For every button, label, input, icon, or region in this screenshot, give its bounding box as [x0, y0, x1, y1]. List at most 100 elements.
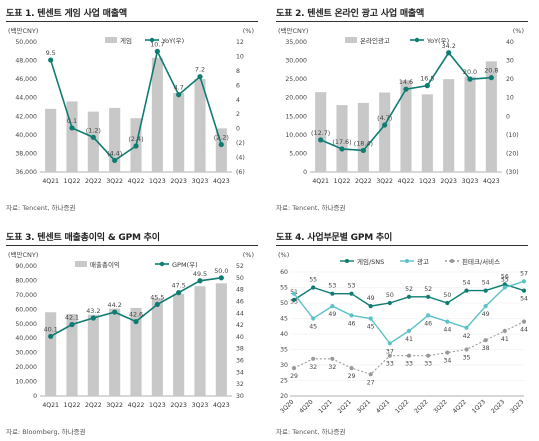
data-label: 27 [367, 379, 375, 386]
bar-4Q22 [130, 307, 142, 396]
series-point-0-3Q22 [445, 300, 450, 306]
bar-4Q21 [315, 92, 327, 172]
chart-source: 자료: Tencent, 하나증권 [276, 428, 346, 436]
left-tick-label: 60 [280, 269, 288, 276]
left-tick-label: 35 [280, 347, 288, 354]
bar-4Q22 [400, 80, 412, 172]
left-tick-label: 60,000 [15, 306, 37, 313]
right-tick-label: 40 [506, 39, 514, 46]
right-tick-label: 46 [236, 298, 244, 305]
x-tick-label: 2Q22 [413, 398, 430, 415]
series-point-0-4Q20 [311, 285, 316, 290]
data-label: 46 [424, 320, 432, 327]
line-point-4Q23 [218, 275, 224, 281]
data-label: 46 [348, 320, 356, 327]
right-tick-label: 42 [236, 322, 244, 329]
bar-3Q23 [464, 76, 476, 172]
x-tick-label: 3Q23 [192, 402, 209, 409]
data-label: 33 [386, 361, 394, 368]
left-tick-label: 30,000 [15, 350, 37, 357]
right-tick-label: 32 [236, 381, 244, 388]
data-label: (2.2) [214, 134, 229, 142]
legend-bar-label: 매출총이익 [90, 260, 120, 269]
x-tick-label: 3Q22 [376, 178, 393, 185]
x-tick-label: 1Q21 [317, 398, 334, 415]
data-label: 33 [405, 361, 413, 368]
right-tick-label: 30 [506, 58, 514, 65]
title-rule [6, 245, 258, 246]
data-label: 42.6 [129, 311, 143, 319]
line-point-4Q22 [403, 86, 409, 92]
right-tick-label: (6) [236, 169, 245, 176]
line-point-4Q22 [133, 318, 139, 325]
left-tick-label: 40,000 [15, 335, 37, 342]
data-label: 9.5 [46, 49, 56, 57]
data-label: 7.2 [195, 66, 205, 74]
data-label: 54 [520, 296, 528, 303]
x-tick-label: 2Q23 [490, 398, 507, 415]
data-label: 54 [482, 280, 490, 287]
right-tick-label: 8 [236, 68, 240, 75]
right-tick-label: 36 [236, 358, 244, 365]
data-label: 56 [501, 273, 509, 280]
x-tick-label: 1Q23 [471, 398, 488, 415]
right-tick-label: 2 [236, 111, 240, 118]
series-point-2-3Q21 [368, 372, 373, 377]
data-label: 10.7 [150, 40, 164, 48]
left-tick-label: 55 [280, 285, 288, 292]
series-point-1-3Q23 [521, 279, 527, 284]
line-point-2Q22 [360, 147, 366, 154]
legend-bar-swatch [345, 37, 357, 43]
legend-marker-2 [450, 259, 454, 263]
series-point-2-2Q22 [426, 353, 431, 358]
left-tick-label: 70,000 [15, 292, 37, 299]
series-point-2-1Q23 [483, 338, 488, 343]
series-point-0-4Q21 [387, 300, 392, 306]
data-label: 33 [424, 361, 432, 368]
data-label: 4.7 [174, 84, 184, 92]
right-tick-label: 0 [506, 113, 510, 120]
left-tick-label: 38,000 [15, 150, 37, 157]
legend-line-label: GPM(우) [172, 261, 198, 269]
line-point-2Q22 [90, 134, 96, 140]
left-tick-label: 50,000 [15, 39, 37, 46]
data-label: 35 [463, 355, 471, 362]
x-tick-label: 3Q22 [106, 402, 123, 409]
right-tick-label: 20 [506, 76, 514, 83]
line-point-3Q23 [197, 74, 203, 80]
data-label: 34.2 [442, 42, 456, 50]
left-tick-label: 25,000 [285, 76, 307, 83]
right-tick-label: (30) [506, 169, 519, 176]
legend-line-marker [159, 261, 165, 267]
series-point-1-4Q22 [464, 325, 469, 330]
legend-label-0: 게임/SNS [357, 257, 384, 266]
line-point-1Q22 [69, 321, 75, 328]
series-point-0-2Q23 [502, 282, 507, 287]
left-axis-unit: (%) [278, 251, 289, 259]
bar-3Q23 [194, 79, 206, 172]
bar-4Q23 [215, 128, 227, 172]
left-tick-label: 90,000 [15, 263, 37, 270]
series-point-0-1Q23 [483, 288, 488, 293]
data-label: 52 [405, 286, 413, 293]
left-tick-label: 50 [280, 300, 288, 307]
right-tick-label: 48 [236, 287, 244, 294]
data-label: 44.2 [108, 301, 122, 309]
gross-profit-chart: (백만CNY) (%) 0 10,000 20,000 30,000 40,000 50,00… [8, 250, 254, 409]
legend-line-label: YoY(우) [161, 37, 184, 45]
line-point-4Q23 [488, 75, 494, 81]
right-tick-label: 0 [236, 126, 240, 133]
left-tick-label: 36,000 [15, 169, 37, 176]
x-tick-label: 3Q23 [192, 178, 209, 185]
series-point-1-4Q20 [311, 316, 316, 321]
right-tick-label: 6 [236, 82, 240, 89]
right-tick-label: 44 [236, 310, 244, 317]
x-tick-label: 2Q22 [85, 402, 102, 409]
data-label: 34 [443, 358, 451, 365]
x-tick-label: 2Q22 [85, 178, 102, 185]
bar-3Q22 [379, 92, 391, 172]
bar-2Q23 [443, 79, 455, 172]
data-label: 44 [443, 327, 451, 334]
left-tick-label: 20,000 [15, 364, 37, 371]
